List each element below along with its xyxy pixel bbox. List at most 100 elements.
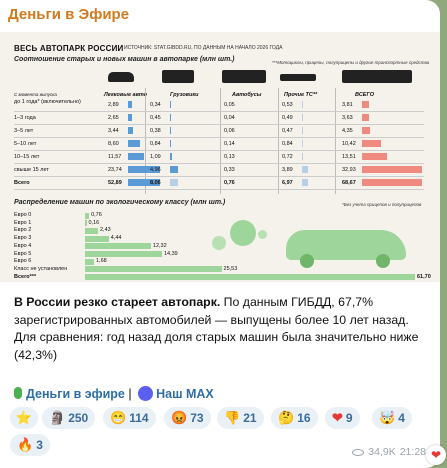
eco-bar bbox=[85, 212, 90, 219]
table-cell: 4,96 bbox=[150, 167, 161, 173]
eco-bubble bbox=[212, 236, 226, 250]
link-separator: | bbox=[128, 387, 132, 401]
table-cell: 4,35 bbox=[342, 128, 353, 134]
infographic-source: ИСТОЧНИК: STAT.GIBDD.RU, ПО ДАННЫМ НА НА… bbox=[124, 45, 283, 51]
table-bar bbox=[302, 166, 308, 173]
reaction-thumbs-down[interactable]: 👎 21 bbox=[217, 407, 264, 429]
eco-label: Евро 4 bbox=[14, 242, 32, 249]
eco-title: Распределение машин по экологическому кл… bbox=[14, 199, 226, 206]
row-divider bbox=[14, 176, 424, 177]
table-bar bbox=[128, 153, 144, 160]
post-text-body: По данным ГИБДД, 67,7% зарегистрированны… bbox=[14, 295, 419, 362]
table-cell: 3,89 bbox=[282, 167, 293, 173]
eco-value: 0,16 bbox=[88, 219, 100, 226]
row-divider bbox=[14, 150, 424, 151]
eye-icon bbox=[352, 448, 365, 456]
table-cell: 11,57 bbox=[108, 154, 122, 160]
table-cell: 3,63 bbox=[342, 115, 353, 121]
post-links: Деньги в эфире | Наш MAX bbox=[14, 386, 214, 401]
link-max[interactable]: Наш MAX bbox=[156, 387, 214, 401]
thumbs-down-icon: 👎 bbox=[224, 410, 241, 425]
eco-bar bbox=[85, 243, 151, 250]
eco-label: Всего*** bbox=[14, 273, 37, 280]
table-cell: 0,47 bbox=[282, 128, 293, 134]
eco-label: Евро 5 bbox=[14, 250, 32, 257]
col-divider bbox=[335, 88, 336, 194]
reaction-count: 21 bbox=[243, 411, 257, 425]
table-cell: 2,65 bbox=[108, 115, 119, 121]
table-cell: 0,84 bbox=[150, 141, 161, 147]
eco-label: Евро 1 bbox=[14, 219, 32, 226]
infographic-image[interactable]: ВЕСЬ АВТОПАРК РОССИИ ИСТОЧНИК: STAT.GIBD… bbox=[0, 32, 440, 282]
row-divider bbox=[14, 111, 424, 112]
views-count: 34,9K bbox=[368, 446, 396, 458]
table-bar bbox=[170, 153, 172, 160]
table-cell: 3,81 bbox=[342, 102, 353, 108]
row-label: Всего bbox=[14, 180, 30, 186]
table-cell: 0,04 bbox=[224, 115, 235, 121]
reaction-angry[interactable]: 😡 73 bbox=[164, 407, 211, 429]
car-icon bbox=[108, 72, 134, 82]
col-divider bbox=[145, 88, 146, 194]
table-bar bbox=[170, 101, 171, 108]
reaction-fire[interactable]: 🔥 3 bbox=[10, 434, 50, 456]
table-bar bbox=[302, 101, 303, 108]
table-cell: 8,06 bbox=[150, 180, 161, 186]
grin-icon: 😁 bbox=[110, 410, 127, 425]
reaction-thinking[interactable]: 🤔 16 bbox=[271, 407, 318, 429]
col-divider bbox=[278, 88, 279, 194]
table-cell: 68,67 bbox=[342, 180, 356, 186]
eco-bar bbox=[85, 235, 109, 242]
reaction-grin[interactable]: 😁 114 bbox=[103, 407, 156, 429]
table-bar bbox=[128, 127, 133, 134]
eco-value: 0,76 bbox=[91, 212, 102, 218]
table-bar bbox=[362, 140, 381, 147]
reaction-star[interactable]: ⭐ bbox=[10, 407, 38, 429]
table-bar bbox=[302, 179, 308, 186]
eco-value: 4,44 bbox=[110, 235, 122, 242]
link-channel[interactable]: Деньги в эфире bbox=[26, 387, 125, 401]
reaction-count: 114 bbox=[129, 411, 149, 425]
reaction-exploding-head[interactable]: 🤯 4 bbox=[372, 407, 412, 429]
reaction-count: 250 bbox=[68, 411, 89, 425]
table-cell: 2,89 bbox=[108, 102, 119, 108]
channel-name[interactable]: Деньги в Эфире bbox=[8, 6, 130, 23]
wheel-icon bbox=[376, 254, 390, 268]
row-label: до 1 года* (включительно) bbox=[14, 99, 81, 105]
table-cell: 0,05 bbox=[224, 102, 235, 108]
eco-value: 25,53 bbox=[223, 265, 238, 272]
table-bar bbox=[362, 179, 422, 186]
reaction-heart[interactable]: ❤ 9 bbox=[325, 407, 360, 429]
table-bar bbox=[302, 153, 304, 160]
table-bar bbox=[302, 127, 303, 134]
post-text: В России резко стареет автопарк. По данн… bbox=[14, 294, 429, 364]
table-cell: 0,06 bbox=[224, 128, 235, 134]
row-label: 10–15 лет bbox=[14, 154, 40, 160]
table-cell: 0,49 bbox=[282, 115, 293, 121]
eco-value: 12,32 bbox=[152, 242, 167, 249]
max-icon bbox=[138, 386, 154, 401]
table-cell: 0,84 bbox=[282, 141, 293, 147]
col-divider bbox=[220, 88, 221, 194]
col-cars: Легковые авто bbox=[104, 92, 148, 98]
row-label: 1–3 года bbox=[14, 115, 36, 121]
col-trucks: Грузовики bbox=[170, 92, 199, 98]
fire-icon: 🔥 bbox=[17, 437, 34, 452]
moai-icon: 🗿 bbox=[49, 410, 66, 425]
eco-value: 2,43 bbox=[99, 227, 111, 234]
table-bar bbox=[302, 140, 304, 147]
reaction-count: 3 bbox=[36, 438, 43, 452]
row-label: 3–5 лет bbox=[14, 128, 34, 134]
infographic-note: ***Мотоциклы, прицепы, полуприцепы и дру… bbox=[272, 60, 430, 65]
eco-label: Евро 0 bbox=[14, 212, 32, 218]
reaction-count: 73 bbox=[190, 411, 204, 425]
eco-label: Евро 6 bbox=[14, 258, 32, 265]
heart-icon[interactable]: ❤ bbox=[426, 445, 446, 465]
col-total: ВСЕГО bbox=[355, 92, 375, 98]
table-bar bbox=[128, 140, 140, 147]
reaction-moai[interactable]: 🗿 250 bbox=[42, 407, 96, 429]
age-header: С момента выпуска bbox=[14, 92, 57, 97]
reaction-count: 4 bbox=[398, 411, 405, 425]
table-cell: 6,97 bbox=[282, 180, 293, 186]
